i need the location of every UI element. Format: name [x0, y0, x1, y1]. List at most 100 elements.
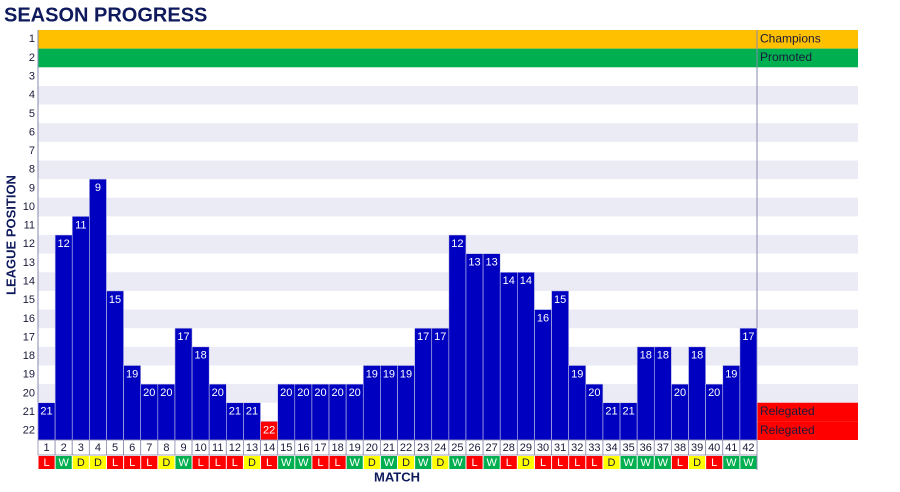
bar — [54, 234, 73, 441]
result-label: W — [178, 457, 189, 469]
result-cell — [449, 456, 466, 469]
result-label: L — [215, 457, 221, 469]
result-label: D — [94, 457, 102, 469]
y-tick-label: 17 — [23, 331, 35, 343]
grid-band — [38, 272, 858, 291]
result-cell — [141, 456, 158, 469]
data-label: 20 — [160, 387, 172, 399]
result-label: L — [317, 457, 323, 469]
zone-label: Champions — [760, 31, 821, 45]
result-label: D — [248, 457, 256, 469]
result-cell — [552, 456, 569, 469]
bar — [431, 327, 450, 441]
x-tick-label: 18 — [331, 442, 343, 454]
result-label: D — [162, 457, 170, 469]
y-tick-label: 5 — [29, 108, 35, 120]
result-cell — [380, 456, 397, 469]
result-label: W — [623, 457, 634, 469]
x-tick-label: 36 — [640, 442, 652, 454]
result-label: L — [471, 457, 477, 469]
result-cell — [740, 456, 757, 469]
x-tick-label: 19 — [349, 442, 361, 454]
data-label: 20 — [708, 387, 720, 399]
y-tick-label: 20 — [23, 387, 35, 399]
x-tick-label: 21 — [383, 442, 395, 454]
y-tick-label: 16 — [23, 313, 35, 325]
x-tick-label: 9 — [180, 442, 186, 454]
result-label: L — [266, 457, 272, 469]
x-tick-label: 17 — [314, 442, 326, 454]
result-cell — [261, 456, 278, 469]
result-cell — [226, 456, 243, 469]
bar — [71, 216, 90, 441]
result-label: D — [436, 457, 444, 469]
zone-band — [757, 421, 858, 440]
data-label: 21 — [622, 406, 634, 418]
result-label: L — [677, 457, 683, 469]
data-label: 21 — [605, 406, 617, 418]
data-label: 21 — [40, 406, 52, 418]
result-label: L — [506, 457, 512, 469]
x-tick-label: 32 — [571, 442, 583, 454]
x-tick-label: 27 — [486, 442, 498, 454]
result-label: W — [298, 457, 309, 469]
y-tick-label: 18 — [23, 350, 35, 362]
data-label: 20 — [331, 387, 343, 399]
chart-title: SEASON PROGRESS — [4, 4, 207, 26]
x-tick-label: 41 — [725, 442, 737, 454]
result-cell — [466, 456, 483, 469]
x-tick-label: 10 — [195, 442, 207, 454]
result-label: L — [591, 457, 597, 469]
x-tick-label: 8 — [163, 442, 169, 454]
result-cell — [723, 456, 740, 469]
result-cell — [363, 456, 380, 469]
result-cell — [72, 456, 89, 469]
x-tick-label: 1 — [43, 442, 49, 454]
result-cell — [278, 456, 295, 469]
x-tick-label: 26 — [468, 442, 480, 454]
x-tick-label: 25 — [451, 442, 463, 454]
x-tick-label: 42 — [742, 442, 754, 454]
result-label: L — [711, 457, 717, 469]
bar — [739, 327, 758, 441]
result-cell — [192, 456, 209, 469]
y-tick-label: 8 — [29, 164, 35, 176]
zone-band — [38, 30, 858, 49]
result-cell — [534, 456, 552, 469]
match-cell — [739, 439, 758, 456]
bar — [414, 327, 433, 441]
result-cell — [637, 456, 654, 469]
zone-label: Promoted — [760, 50, 812, 64]
x-tick-label: 5 — [112, 442, 118, 454]
bar — [174, 327, 193, 441]
data-label: 11 — [75, 219, 86, 231]
data-label: 18 — [640, 350, 652, 362]
x-tick-label: 38 — [674, 442, 686, 454]
x-tick-label: 33 — [588, 442, 600, 454]
y-tick-label: 4 — [29, 89, 35, 101]
result-label: L — [43, 457, 49, 469]
data-label: 19 — [400, 368, 412, 380]
result-cell — [89, 456, 106, 469]
x-tick-label: 20 — [366, 442, 378, 454]
zone-band — [38, 48, 858, 68]
data-label: 13 — [468, 257, 480, 269]
result-label: L — [112, 457, 118, 469]
result-label: L — [146, 457, 152, 469]
grid-band — [38, 197, 858, 217]
result-cell — [415, 456, 432, 469]
y-tick-label: 21 — [23, 406, 35, 418]
y-tick-label: 3 — [29, 70, 35, 82]
result-label: D — [77, 457, 85, 469]
data-label: 21 — [229, 406, 241, 418]
x-tick-label: 24 — [434, 442, 446, 454]
data-label: 21 — [246, 406, 258, 418]
x-tick-label: 11 — [212, 442, 223, 454]
x-tick-label: 28 — [503, 442, 515, 454]
result-label: W — [58, 457, 69, 469]
bar — [551, 290, 569, 441]
result-label: D — [522, 457, 530, 469]
x-tick-label: 23 — [417, 442, 429, 454]
x-tick-label: 2 — [61, 442, 67, 454]
